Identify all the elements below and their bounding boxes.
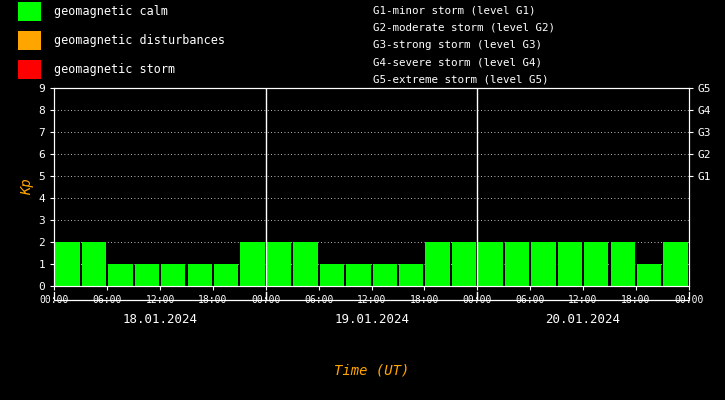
- Bar: [584, 242, 608, 286]
- Text: G2-moderate storm (level G2): G2-moderate storm (level G2): [373, 23, 555, 33]
- Bar: [320, 264, 344, 286]
- Bar: [346, 264, 370, 286]
- Bar: [82, 242, 106, 286]
- Bar: [214, 264, 239, 286]
- Bar: [531, 242, 555, 286]
- Bar: [452, 242, 476, 286]
- Bar: [426, 242, 450, 286]
- Y-axis label: Kp: Kp: [20, 179, 34, 195]
- Bar: [267, 242, 291, 286]
- Text: geomagnetic calm: geomagnetic calm: [54, 5, 168, 18]
- Bar: [399, 264, 423, 286]
- Bar: [478, 242, 502, 286]
- FancyBboxPatch shape: [18, 60, 41, 79]
- Bar: [294, 242, 318, 286]
- Bar: [108, 264, 133, 286]
- Bar: [610, 242, 635, 286]
- Text: G1-minor storm (level G1): G1-minor storm (level G1): [373, 6, 536, 16]
- Bar: [558, 242, 582, 286]
- Bar: [188, 264, 212, 286]
- FancyBboxPatch shape: [18, 31, 41, 50]
- Text: 20.01.2024: 20.01.2024: [545, 313, 621, 326]
- Text: G4-severe storm (level G4): G4-severe storm (level G4): [373, 57, 542, 67]
- Bar: [161, 264, 186, 286]
- FancyBboxPatch shape: [18, 2, 41, 21]
- Bar: [663, 242, 688, 286]
- Text: geomagnetic storm: geomagnetic storm: [54, 63, 175, 76]
- Bar: [637, 264, 661, 286]
- Text: 18.01.2024: 18.01.2024: [123, 313, 198, 326]
- Bar: [505, 242, 529, 286]
- Bar: [55, 242, 80, 286]
- Text: G5-extreme storm (level G5): G5-extreme storm (level G5): [373, 74, 549, 84]
- Text: Time (UT): Time (UT): [334, 363, 409, 377]
- Bar: [241, 242, 265, 286]
- Text: 19.01.2024: 19.01.2024: [334, 313, 409, 326]
- Bar: [135, 264, 159, 286]
- Bar: [373, 264, 397, 286]
- Text: G3-strong storm (level G3): G3-strong storm (level G3): [373, 40, 542, 50]
- Text: geomagnetic disturbances: geomagnetic disturbances: [54, 34, 225, 47]
